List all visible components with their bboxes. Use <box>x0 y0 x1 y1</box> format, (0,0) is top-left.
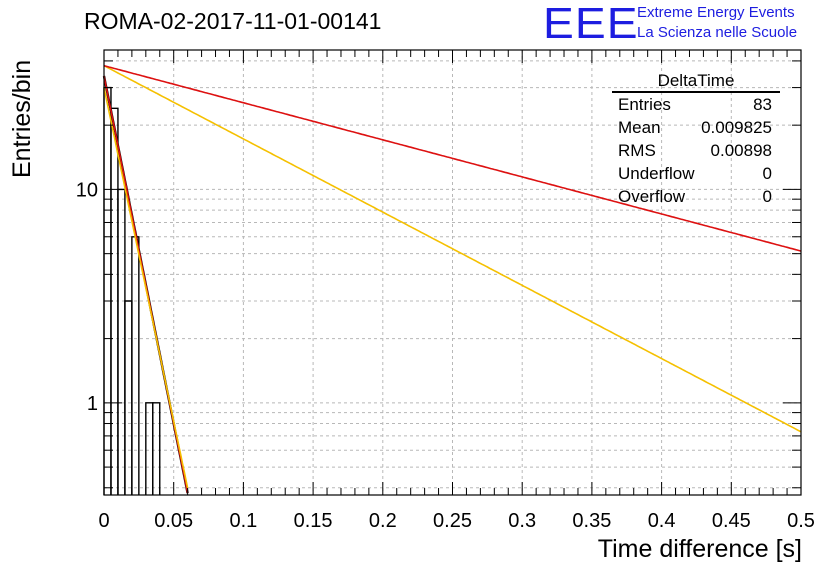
fit-curve <box>103 64 802 252</box>
fit-curves <box>102 64 802 494</box>
stats-value: 0 <box>762 164 772 183</box>
stats-row-underflow: Underflow 0 <box>612 162 780 185</box>
eee-logo: EEE <box>543 0 639 48</box>
x-tick-label: 0.45 <box>712 510 751 532</box>
stats-label: Underflow <box>618 164 695 183</box>
histogram-bar <box>152 402 161 495</box>
x-tick-label: 0.35 <box>572 510 611 532</box>
x-tick-label: 0.25 <box>433 510 472 532</box>
stats-label: Overflow <box>618 187 686 206</box>
logo-line-1: Extreme Energy Events <box>637 4 795 21</box>
x-tick-label: 0.1 <box>229 510 257 532</box>
stats-label: Mean <box>618 118 661 137</box>
stats-row-rms: RMS 0.00898 <box>612 139 780 162</box>
x-axis-label: Time difference [s] <box>597 535 802 563</box>
fit-curve <box>103 87 189 489</box>
stats-label: Entries <box>618 95 671 114</box>
stats-row-mean: Mean 0.009825 <box>612 116 780 139</box>
y-tick-label: 10 <box>76 179 98 201</box>
stats-value: 0 <box>762 187 772 206</box>
fit-curve <box>103 64 802 433</box>
stats-value: 0.009825 <box>701 118 772 137</box>
x-tick-label: 0 <box>98 510 109 532</box>
x-tick-label: 0.4 <box>648 510 676 532</box>
grid <box>104 50 801 495</box>
stats-title: DeltaTime <box>612 70 780 93</box>
y-tick-label: 1 <box>87 393 98 415</box>
run-title: ROMA-02-2017-11-01-00141 <box>84 8 382 34</box>
stats-box: DeltaTime Entries 83 Mean 0.009825 RMS 0… <box>612 70 780 208</box>
x-tick-label: 0.2 <box>369 510 397 532</box>
y-axis-label: Entries/bin <box>8 59 36 178</box>
x-tick-label: 0.3 <box>508 510 536 532</box>
logo-line-2: La Scienza nelle Scuole <box>637 24 798 41</box>
x-tick-label: 0.05 <box>154 510 193 532</box>
x-tick-label: 0.5 <box>787 510 815 532</box>
stats-row-overflow: Overflow 0 <box>612 185 780 208</box>
stats-row-entries: Entries 83 <box>612 93 780 116</box>
x-tick-label: 0.15 <box>294 510 333 532</box>
stats-value: 0.00898 <box>710 141 772 160</box>
stats-label: RMS <box>618 141 656 160</box>
stats-value: 83 <box>753 95 772 114</box>
axes: 0 0.05 0.1 0.15 0.2 0.25 0.3 0.35 0.4 0.45 0.5 1 10 <box>76 50 815 532</box>
